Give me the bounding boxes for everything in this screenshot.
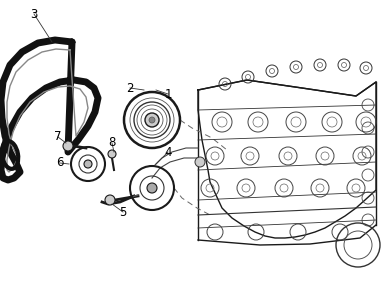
Text: 8: 8 [108, 136, 116, 149]
Circle shape [145, 113, 159, 127]
Text: 2: 2 [126, 81, 134, 94]
Text: 1: 1 [164, 88, 172, 101]
Circle shape [149, 117, 155, 123]
Text: 7: 7 [54, 131, 62, 144]
Circle shape [195, 157, 205, 167]
Text: 4: 4 [164, 146, 172, 158]
Circle shape [108, 150, 116, 158]
Text: 3: 3 [30, 7, 38, 20]
Circle shape [63, 141, 73, 151]
Text: 6: 6 [56, 157, 64, 170]
Circle shape [147, 183, 157, 193]
Circle shape [84, 160, 92, 168]
Text: 5: 5 [119, 205, 127, 218]
Circle shape [105, 195, 115, 205]
